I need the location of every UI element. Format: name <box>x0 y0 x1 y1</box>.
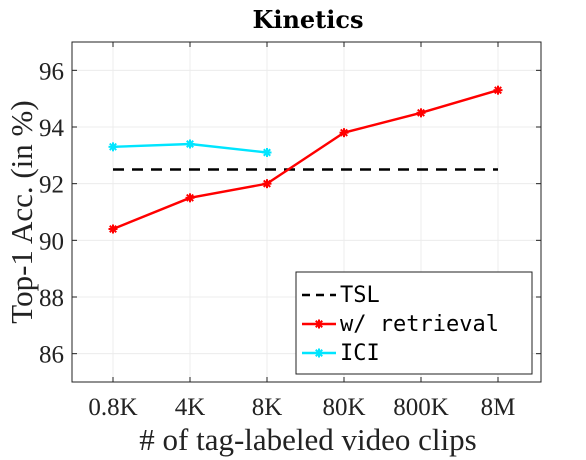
y-tick-label: 94 <box>39 115 65 142</box>
x-tick-label: 0.8K <box>88 394 137 421</box>
series-ici <box>108 139 272 157</box>
legend-entry-tsl: TSL <box>302 283 380 308</box>
data-point-ici <box>262 148 272 157</box>
y-tick-label: 96 <box>39 58 64 85</box>
legend-entry-w-retrieval: w/ retrieval <box>302 312 499 337</box>
x-tick-label: 4K <box>175 394 206 421</box>
x-tick-label: 800K <box>393 394 449 421</box>
y-tick-label: 88 <box>39 285 64 312</box>
legend-marker-ici <box>314 348 324 358</box>
x-tick-label: 8M <box>481 394 516 421</box>
y-tick-label: 86 <box>39 342 64 369</box>
plot-frame <box>71 41 542 383</box>
data-point-ici <box>108 142 118 152</box>
legend-entry-ici: ICI <box>302 341 380 366</box>
data-point-w-retrieval <box>185 193 195 203</box>
data-point-w-retrieval <box>493 85 503 95</box>
legend: TSL w/ retrieval ICI <box>295 271 533 375</box>
y-tick-label: 90 <box>39 228 64 255</box>
chart-title: Kinetics <box>252 5 363 34</box>
legend-label: TSL <box>340 283 380 308</box>
series-layer <box>108 85 503 234</box>
y-axis-label: Top-1 Acc. (in %) <box>4 100 39 323</box>
data-point-ici <box>185 139 195 149</box>
series-w-retrieval <box>108 85 503 234</box>
data-point-w-retrieval <box>108 224 118 234</box>
series-line-w-retrieval <box>112 89 499 231</box>
tick-layer: 0.8K 4K 8K 80K 800K 8M 86 88 90 92 94 96 <box>39 42 541 421</box>
x-tick-label: 8K <box>252 394 283 421</box>
x-axis-label: # of tag-labeled video clips <box>139 422 476 457</box>
legend-marker-w-retrieval <box>314 319 324 329</box>
y-tick-label: 92 <box>39 172 64 199</box>
legend-label: ICI <box>340 341 380 366</box>
data-point-w-retrieval <box>339 128 349 138</box>
legend-label: w/ retrieval <box>340 312 499 337</box>
x-tick-label: 80K <box>322 394 365 421</box>
data-point-w-retrieval <box>416 108 426 118</box>
data-point-w-retrieval <box>262 179 272 189</box>
grid-layer <box>72 42 541 382</box>
